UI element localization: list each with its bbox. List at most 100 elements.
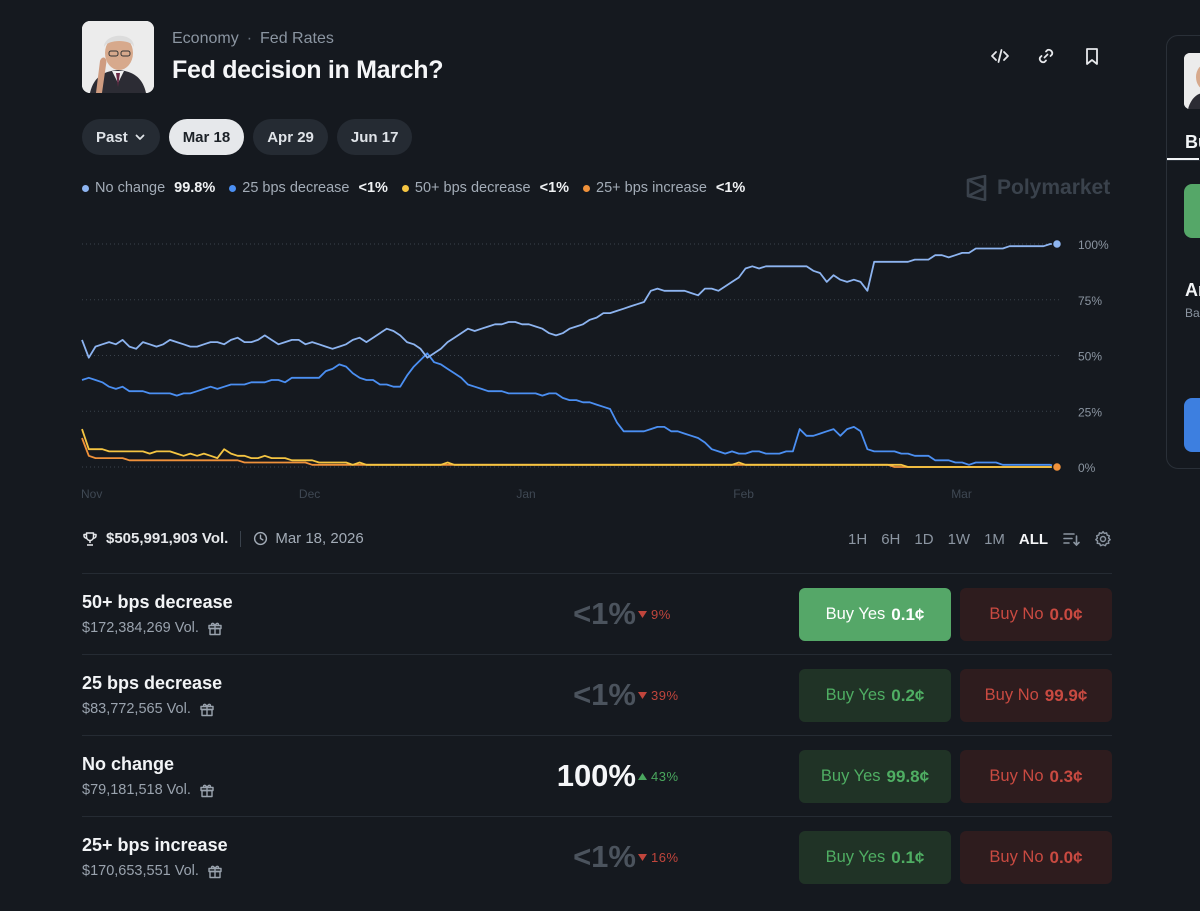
buy-no-button[interactable]: Buy No 0.0¢ xyxy=(960,588,1112,641)
code-icon[interactable] xyxy=(988,44,1012,68)
brand-name: Polymarket xyxy=(997,176,1111,199)
price-chart[interactable]: 0% 25% 50% 75% 100% Nov Dec Jan Feb Mar xyxy=(0,225,1160,510)
gift-icon[interactable] xyxy=(199,701,215,717)
buy-no-button[interactable]: Buy No 99.9¢ xyxy=(960,669,1112,722)
volume-text: $79,181,518 Vol. xyxy=(82,782,191,798)
series-line-no-change[interactable] xyxy=(81,243,1057,359)
buy-yes-price: 0.2¢ xyxy=(891,685,925,705)
legend-50-bps-decrease[interactable]: 50+ bps decrease <1% xyxy=(401,180,570,196)
outcome-row[interactable]: 25 bps decrease $83,772,565 Vol. <1% 39%… xyxy=(82,654,1112,735)
y-tick-label: 100% xyxy=(1078,238,1109,252)
sort-icon[interactable] xyxy=(1062,530,1080,548)
outcome-name: No change xyxy=(82,754,175,774)
time-range-selector: 1H 6H 1D 1W 1M ALL xyxy=(848,530,1112,548)
buy-no-label: Buy No xyxy=(989,848,1044,866)
range-all[interactable]: ALL xyxy=(1018,530,1049,548)
buy-yes-button[interactable]: Buy Yes 0.1¢ xyxy=(799,588,951,641)
tab-apr-29[interactable]: Apr 29 xyxy=(253,119,328,155)
series-line-50-bps-decrease[interactable] xyxy=(81,428,1057,468)
outcome-row[interactable]: 50+ bps decrease $172,384,269 Vol. <1% 9… xyxy=(82,573,1112,654)
buy-no-price: 0.0¢ xyxy=(1049,847,1083,867)
buy-yes-button[interactable]: Buy Yes 99.8¢ xyxy=(799,750,951,803)
breadcrumb-subcategory[interactable]: Fed Rates xyxy=(260,29,334,47)
legend-25-bps-decrease[interactable]: 25 bps decrease <1% xyxy=(229,180,388,196)
buy-yes-button[interactable]: Buy Yes 0.1¢ xyxy=(799,831,951,884)
trade-panel: Bu Ar Ba xyxy=(1166,35,1200,469)
series-line-25-bps-decrease[interactable] xyxy=(81,352,1058,468)
volume-text: $83,772,565 Vol. xyxy=(82,701,191,717)
trophy-icon xyxy=(83,531,97,546)
gift-icon[interactable] xyxy=(199,782,215,798)
buy-no-button[interactable]: Buy No 0.3¢ xyxy=(960,750,1112,803)
change-value: 9% xyxy=(651,607,671,622)
outcome-row[interactable]: No change $79,181,518 Vol. 100% 43% Buy … xyxy=(82,735,1112,816)
gift-icon[interactable] xyxy=(207,863,223,879)
outcome-name: 25+ bps increase xyxy=(82,835,228,855)
buy-no-price: 0.3¢ xyxy=(1049,766,1083,786)
outcome-volume: $83,772,565 Vol. xyxy=(82,701,215,717)
tab-mar-18[interactable]: Mar 18 xyxy=(168,119,245,155)
legend-value: <1% xyxy=(715,180,746,196)
trade-submit-button[interactable] xyxy=(1184,398,1200,452)
buy-no-button[interactable]: Buy No 0.0¢ xyxy=(960,831,1112,884)
legend-value: <1% xyxy=(358,180,388,196)
legend-dot xyxy=(82,184,89,192)
range-1d[interactable]: 1D xyxy=(914,530,934,548)
outcome-row[interactable]: 25+ bps increase $170,653,551 Vol. <1% 1… xyxy=(82,816,1112,897)
bookmark-icon[interactable] xyxy=(1080,44,1104,68)
buy-yes-label: Buy Yes xyxy=(820,767,881,785)
polymarket-logo: Polymarket xyxy=(965,175,1110,201)
chart-legend: No change 99.8% 25 bps decrease <1% 50+ … xyxy=(82,180,745,196)
gear-icon[interactable] xyxy=(1094,530,1112,548)
legend-label: 50+ bps decrease xyxy=(414,180,531,196)
range-1h[interactable]: 1H xyxy=(848,530,868,548)
change-value: 43% xyxy=(651,769,679,784)
legend-value: <1% xyxy=(539,180,570,196)
gift-icon[interactable] xyxy=(207,620,223,636)
caret-up-icon xyxy=(638,772,647,780)
chevron-down-icon xyxy=(135,134,145,140)
y-tick-label: 25% xyxy=(1078,405,1102,419)
legend-dot xyxy=(229,184,237,192)
buy-yes-label: Buy Yes xyxy=(825,605,886,623)
breadcrumb-category[interactable]: Economy xyxy=(172,29,239,47)
outcome-change: 43% xyxy=(638,769,679,784)
change-value: 39% xyxy=(651,688,679,703)
legend-dot xyxy=(583,184,591,192)
outcome-name: 50+ bps decrease xyxy=(82,592,233,612)
tab-jun-17[interactable]: Jun 17 xyxy=(336,119,413,155)
series-end-marker xyxy=(1051,238,1063,250)
end-date: Mar 18, 2026 xyxy=(275,530,364,547)
x-tick-label: Jan xyxy=(516,487,535,501)
buy-yes-price: 0.1¢ xyxy=(891,847,925,867)
total-volume: $505,991,903 Vol. xyxy=(106,530,229,547)
caret-down-icon xyxy=(638,610,647,618)
outcome-probability: <1% xyxy=(573,596,636,631)
x-tick-label: Dec xyxy=(299,487,320,501)
link-icon[interactable] xyxy=(1034,44,1058,68)
range-1w[interactable]: 1W xyxy=(947,530,971,548)
legend-25-bps-increase[interactable]: 25+ bps increase <1% xyxy=(583,180,745,196)
trade-tab-buy[interactable]: Bu xyxy=(1185,132,1200,152)
buy-yes-price: 99.8¢ xyxy=(886,766,930,786)
outcome-probability: <1% xyxy=(573,839,636,874)
trade-balance-label: Ba xyxy=(1185,306,1200,320)
past-dropdown[interactable]: Past xyxy=(82,119,160,155)
page-title: Fed decision in March? xyxy=(172,55,444,84)
buy-no-price: 99.9¢ xyxy=(1044,685,1088,705)
market-thumbnail xyxy=(82,21,154,93)
outcome-probability: 100% xyxy=(556,758,636,793)
buy-no-price: 0.0¢ xyxy=(1049,604,1083,624)
legend-no-change[interactable]: No change 99.8% xyxy=(82,180,215,196)
buy-yes-button[interactable]: Buy Yes 0.2¢ xyxy=(799,669,951,722)
outcome-probability: <1% xyxy=(573,677,636,712)
market-header: Economy · Fed Rates Fed decision in Marc… xyxy=(82,21,444,93)
range-6h[interactable]: 6H xyxy=(881,530,901,548)
trade-yes-button[interactable] xyxy=(1184,184,1200,238)
past-label: Past xyxy=(96,128,128,146)
range-1m[interactable]: 1M xyxy=(984,530,1005,548)
legend-label: 25+ bps increase xyxy=(596,180,707,196)
outcome-name: 25 bps decrease xyxy=(82,673,223,693)
buy-yes-label: Buy Yes xyxy=(825,686,886,704)
outcome-volume: $79,181,518 Vol. xyxy=(82,782,215,798)
